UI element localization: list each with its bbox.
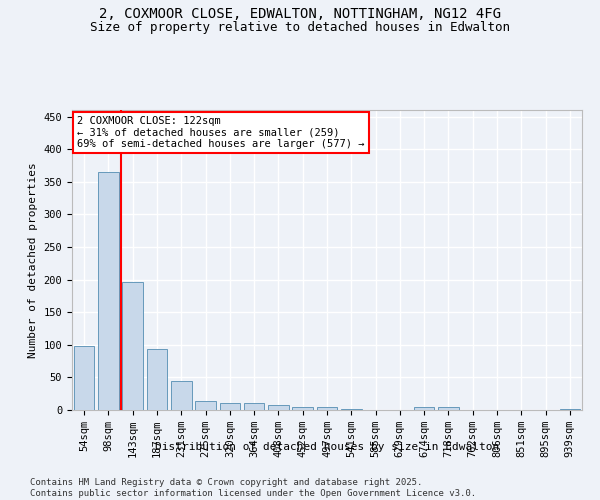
Bar: [98, 172, 119, 410]
Bar: [244, 404, 265, 410]
Bar: [74, 346, 94, 410]
Text: Distribution of detached houses by size in Edwalton: Distribution of detached houses by size …: [155, 442, 499, 452]
Text: Contains HM Land Registry data © Crown copyright and database right 2025.
Contai: Contains HM Land Registry data © Crown c…: [30, 478, 476, 498]
Bar: [414, 408, 434, 410]
Bar: [560, 408, 580, 410]
Bar: [268, 406, 289, 410]
Text: 2, COXMOOR CLOSE, EDWALTON, NOTTINGHAM, NG12 4FG: 2, COXMOOR CLOSE, EDWALTON, NOTTINGHAM, …: [99, 8, 501, 22]
Bar: [438, 406, 459, 410]
Text: Size of property relative to detached houses in Edwalton: Size of property relative to detached ho…: [90, 21, 510, 34]
Bar: [292, 406, 313, 410]
Y-axis label: Number of detached properties: Number of detached properties: [28, 162, 38, 358]
Bar: [220, 404, 240, 410]
Bar: [146, 350, 167, 410]
Bar: [171, 380, 191, 410]
Bar: [195, 401, 216, 410]
Bar: [317, 406, 337, 410]
Bar: [122, 282, 143, 410]
Text: 2 COXMOOR CLOSE: 122sqm
← 31% of detached houses are smaller (259)
69% of semi-d: 2 COXMOOR CLOSE: 122sqm ← 31% of detache…: [77, 116, 365, 149]
